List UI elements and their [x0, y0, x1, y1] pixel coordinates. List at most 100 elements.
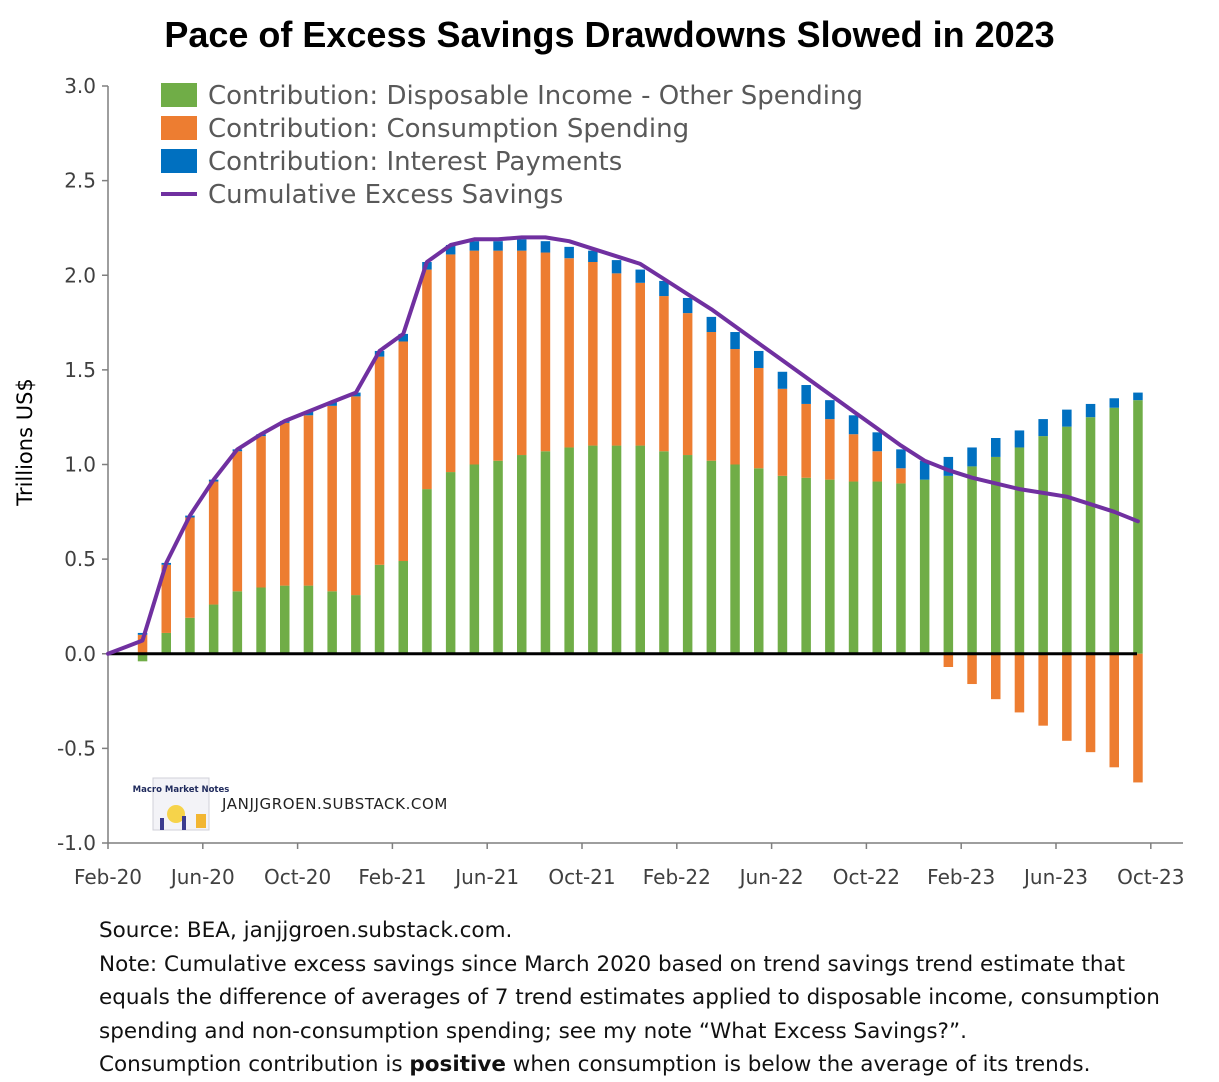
bar-segment — [564, 246, 574, 259]
bar-segment — [303, 415, 314, 586]
bar-segment — [682, 297, 693, 314]
y-tick-label: 2.0 — [64, 263, 96, 287]
x-tick-label: Jun-21 — [453, 865, 519, 889]
legend-label: Cumulative Excess Savings — [208, 180, 563, 210]
y-tick-label: 3.0 — [64, 74, 96, 98]
bar-segment — [351, 396, 361, 596]
x-tick-label: Oct-20 — [264, 865, 331, 889]
bar-segment — [967, 653, 977, 685]
bar-segment — [611, 445, 622, 654]
bars — [137, 239, 1143, 783]
bar-segment — [161, 632, 171, 654]
x-tick-label: Feb-20 — [74, 865, 142, 889]
bar-segment — [682, 313, 693, 456]
x-tick-label: Jun-23 — [1022, 865, 1088, 889]
x-tick-label: Oct-22 — [833, 865, 900, 889]
bar-segment — [1133, 653, 1143, 783]
bar-segment — [564, 258, 574, 448]
bar-segment — [754, 350, 764, 368]
bar-segment — [422, 489, 432, 654]
legend-label: Contribution: Consumption Spending — [208, 114, 689, 144]
bar-segment — [825, 479, 835, 654]
y-tick-label: 1.5 — [64, 358, 96, 382]
bar-segment — [280, 585, 290, 654]
x-tick-label: Feb-21 — [358, 865, 426, 889]
bar-segment — [137, 634, 148, 654]
bar-segment — [445, 472, 456, 654]
bar-segment — [635, 269, 645, 283]
cumulative-line-layer — [106, 235, 1140, 656]
bar-segment — [730, 464, 740, 654]
y-tick-label: 1.0 — [64, 453, 96, 477]
bar-segment — [208, 481, 219, 605]
bar-segment — [1109, 398, 1119, 408]
bar-segment — [517, 239, 527, 251]
bar-segment — [1085, 403, 1096, 418]
note-line-4: Consumption contribution is positive whe… — [99, 1048, 1214, 1082]
bar-segment — [469, 241, 480, 251]
logo-person-icon — [160, 818, 164, 830]
y-tick-label: 0.5 — [64, 547, 96, 571]
logo-bar-icon — [196, 814, 206, 828]
bar-segment — [540, 451, 551, 654]
bar-segment — [777, 388, 788, 476]
bar-segment — [872, 432, 882, 452]
bar-segment — [540, 241, 551, 253]
bar-segment — [564, 447, 574, 654]
bar-segment — [1133, 400, 1143, 654]
bar-segment — [327, 405, 337, 592]
bar-segment — [1109, 653, 1119, 768]
x-tick-label: Feb-23 — [927, 865, 995, 889]
y-tick-label: 0.0 — [64, 642, 96, 666]
bar-segment — [1014, 653, 1025, 713]
bar-segment — [493, 250, 503, 461]
bar-segment — [327, 591, 337, 654]
bar-segment — [398, 341, 408, 562]
legend: Contribution: Disposable Income - Other … — [161, 81, 863, 210]
bar-segment — [493, 241, 503, 251]
bar-segment — [825, 419, 835, 480]
bar-segment — [1038, 436, 1048, 654]
bar-segment — [540, 252, 551, 452]
bar-segment — [208, 604, 219, 654]
legend-label: Contribution: Interest Payments — [208, 147, 622, 177]
bar-segment — [1085, 417, 1096, 654]
note-line-3: spending and non-consumption spending; s… — [99, 1018, 967, 1044]
note-line-1: Note: Cumulative excess savings since Ma… — [99, 951, 1126, 977]
bar-segment — [825, 400, 835, 420]
note-line-2: equals the difference of averages of 7 t… — [99, 985, 1160, 1010]
bar-segment — [517, 455, 527, 654]
bar-segment — [611, 260, 622, 274]
x-tick-label: Feb-22 — [643, 865, 711, 889]
x-tick-label: Jun-20 — [169, 865, 235, 889]
bar-segment — [659, 280, 669, 297]
bar-segment — [256, 436, 266, 588]
bar-segment — [256, 587, 266, 654]
chart-title: Pace of Excess Savings Drawdowns Slowed … — [164, 14, 1055, 55]
note-line-4-pre: Consumption contribution is — [99, 1052, 410, 1077]
legend-swatch — [161, 116, 197, 140]
bar-segment — [469, 250, 480, 465]
bar-segment — [991, 456, 1001, 654]
bar-segment — [422, 269, 432, 490]
bar-segment — [1133, 392, 1143, 401]
bar-segment — [635, 282, 645, 446]
bar-segment — [374, 564, 385, 654]
y-tick-label: -1.0 — [57, 831, 96, 855]
bar-segment — [896, 468, 906, 484]
y-axis-title: Trillions US$ — [13, 378, 37, 507]
legend-swatch — [161, 149, 197, 173]
bar-segment — [1085, 653, 1096, 753]
bar-segment — [801, 403, 811, 478]
bar-segment — [445, 244, 456, 255]
bar-segment — [611, 273, 622, 446]
bar-segment — [588, 262, 598, 446]
bar-segment — [161, 564, 171, 633]
bar-segment — [967, 447, 977, 467]
bar-segment — [445, 254, 456, 473]
bar-segment — [1062, 426, 1072, 654]
bar-segment — [706, 460, 717, 654]
logo-person-icon — [182, 816, 186, 830]
bar-segment — [1062, 409, 1072, 427]
bar-segment — [777, 475, 788, 654]
